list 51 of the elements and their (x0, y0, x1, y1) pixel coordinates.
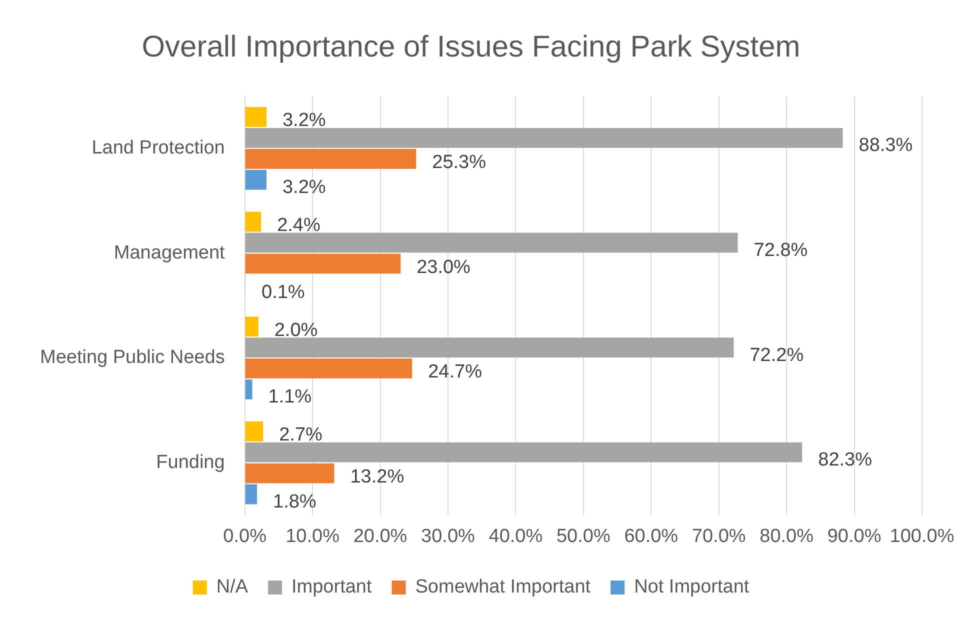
bar (245, 338, 734, 358)
legend-label: Not Important (634, 576, 750, 598)
bar (245, 232, 738, 253)
data-label: 24.7% (428, 362, 482, 383)
bar (245, 128, 843, 148)
data-label: 3.2% (282, 110, 326, 132)
bar (245, 254, 401, 274)
bar (245, 212, 262, 232)
data-label: 23.0% (416, 256, 471, 278)
data-label: 88.3% (858, 135, 913, 156)
legend-label: Important (292, 576, 372, 598)
data-label: 2.7% (279, 424, 323, 446)
data-label: 2.4% (277, 214, 320, 236)
data-label: 72.8% (754, 240, 808, 261)
data-label: 1.1% (268, 386, 312, 408)
bar (245, 107, 266, 127)
x-tick-label: 50.0% (556, 526, 610, 547)
bar (245, 379, 252, 400)
x-tick-label: 0.0% (223, 526, 267, 547)
bar (245, 442, 802, 462)
bar (245, 463, 334, 484)
data-label: 13.2% (350, 466, 404, 488)
x-tick-label: 90.0% (827, 526, 882, 547)
data-label: 3.2% (282, 177, 326, 198)
bar (245, 148, 416, 169)
x-tick-label: 20.0% (353, 526, 408, 547)
data-label: 25.3% (432, 152, 486, 174)
legend-label: N/A (216, 576, 248, 598)
bar (245, 316, 258, 337)
x-tick-label: 10.0% (286, 526, 340, 547)
data-label: 82.3% (818, 450, 872, 471)
x-tick-label: 40.0% (488, 526, 543, 547)
y-tick-label: Funding (156, 452, 225, 474)
y-tick-label: Management (114, 242, 226, 264)
data-label: 72.2% (750, 344, 804, 366)
y-tick-label: Meeting Public Needs (40, 347, 225, 368)
x-tick-label: 70.0% (692, 526, 746, 547)
bar (245, 170, 266, 190)
data-label: 0.1% (262, 282, 305, 303)
bar (245, 484, 258, 504)
bar (245, 421, 264, 442)
y-tick-label: Land Protection (92, 138, 225, 159)
data-label: 1.8% (273, 491, 316, 512)
x-tick-label: 60.0% (624, 526, 678, 547)
x-tick-label: 80.0% (760, 526, 814, 547)
chart-title: Overall Importance of Issues Facing Park System (142, 30, 800, 64)
legend-label: Somewhat Important (415, 576, 592, 598)
x-tick-label: 100.0% (890, 526, 954, 547)
bar (245, 358, 412, 378)
x-tick-label: 30.0% (421, 526, 476, 547)
data-label: 2.0% (274, 320, 318, 341)
